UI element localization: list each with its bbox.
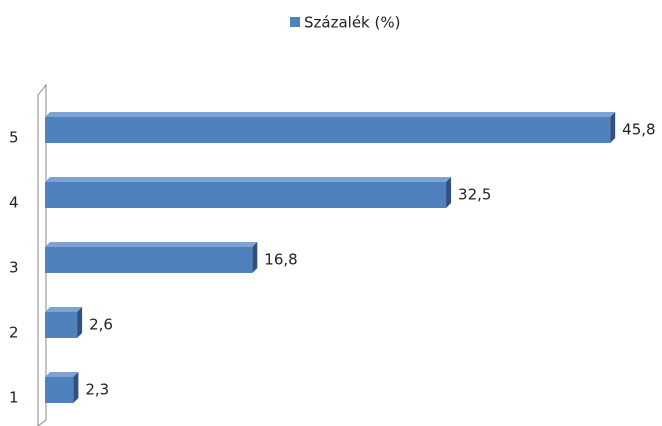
y-tick-label: 5 xyxy=(9,129,19,147)
legend-label: Százalék (%) xyxy=(304,14,400,32)
bar xyxy=(45,247,253,273)
data-label: 2,6 xyxy=(89,316,113,334)
data-label: 2,3 xyxy=(85,381,109,399)
bar-side xyxy=(77,307,83,338)
bar-top xyxy=(45,372,79,377)
bar xyxy=(45,312,78,338)
bar-side xyxy=(610,112,616,143)
bar-side xyxy=(252,242,258,273)
bar xyxy=(45,182,447,208)
y-tick-label: 1 xyxy=(9,389,19,407)
y-tick-label: 3 xyxy=(9,259,19,277)
bar-top xyxy=(45,112,616,117)
bar-side xyxy=(446,177,452,208)
data-label: 45,8 xyxy=(622,121,655,139)
axis-wall xyxy=(37,83,47,426)
data-label: 32,5 xyxy=(458,186,491,204)
bar-top xyxy=(45,307,83,312)
bar-side xyxy=(73,372,79,403)
data-label: 16,8 xyxy=(264,251,297,269)
legend-swatch xyxy=(290,17,300,27)
bar xyxy=(45,377,74,403)
y-tick-label: 4 xyxy=(9,194,19,212)
bar-top xyxy=(45,177,452,182)
bar xyxy=(45,117,611,143)
bar-top xyxy=(45,242,258,247)
y-tick-label: 2 xyxy=(9,324,19,342)
